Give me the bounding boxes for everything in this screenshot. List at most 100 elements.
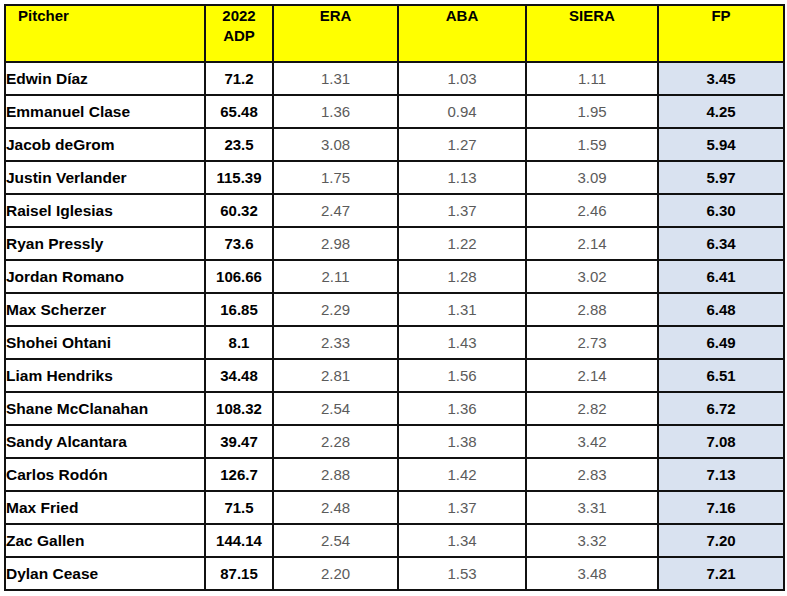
siera-cell: 3.09	[526, 161, 658, 194]
aba-cell: 0.94	[398, 95, 526, 128]
pitcher-name-cell: Shane McClanahan	[5, 392, 205, 425]
table-row: Max Scherzer 16.85 2.29 1.31 2.88 6.48	[5, 293, 784, 326]
pitcher-name-cell: Dylan Cease	[5, 557, 205, 590]
fp-cell: 6.48	[658, 293, 784, 326]
siera-cell: 2.83	[526, 458, 658, 491]
adp-cell: 39.47	[205, 425, 273, 458]
adp-cell: 108.32	[205, 392, 273, 425]
era-cell: 2.48	[273, 491, 398, 524]
era-cell: 2.11	[273, 260, 398, 293]
era-cell: 2.88	[273, 458, 398, 491]
fp-cell: 4.25	[658, 95, 784, 128]
fp-cell: 7.13	[658, 458, 784, 491]
pitcher-name-cell: Edwin Díaz	[5, 62, 205, 95]
era-cell: 1.36	[273, 95, 398, 128]
aba-cell: 1.34	[398, 524, 526, 557]
table-row: Ryan Pressly 73.6 2.98 1.22 2.14 6.34	[5, 227, 784, 260]
table-row: Edwin Díaz 71.2 1.31 1.03 1.11 3.45	[5, 62, 784, 95]
table-row: Jordan Romano 106.66 2.11 1.28 3.02 6.41	[5, 260, 784, 293]
adp-cell: 87.15	[205, 557, 273, 590]
siera-cell: 3.32	[526, 524, 658, 557]
siera-cell: 1.59	[526, 128, 658, 161]
column-header-era: ERA	[273, 5, 398, 62]
pitcher-name-cell: Max Scherzer	[5, 293, 205, 326]
era-cell: 2.29	[273, 293, 398, 326]
siera-cell: 1.11	[526, 62, 658, 95]
fp-cell: 3.45	[658, 62, 784, 95]
adp-cell: 65.48	[205, 95, 273, 128]
siera-cell: 3.02	[526, 260, 658, 293]
aba-cell: 1.22	[398, 227, 526, 260]
fp-cell: 7.16	[658, 491, 784, 524]
aba-cell: 1.37	[398, 491, 526, 524]
era-cell: 2.28	[273, 425, 398, 458]
table-header: Pitcher 2022 ADP ERA ABA SIERA FP	[5, 5, 784, 62]
aba-cell: 1.37	[398, 194, 526, 227]
era-cell: 2.81	[273, 359, 398, 392]
table-row: Carlos Rodón 126.7 2.88 1.42 2.83 7.13	[5, 458, 784, 491]
pitcher-name-cell: Ryan Pressly	[5, 227, 205, 260]
fp-cell: 7.08	[658, 425, 784, 458]
siera-cell: 3.48	[526, 557, 658, 590]
column-header-aba: ABA	[398, 5, 526, 62]
table-row: Raisel Iglesias 60.32 2.47 1.37 2.46 6.3…	[5, 194, 784, 227]
aba-cell: 1.56	[398, 359, 526, 392]
table-row: Liam Hendriks 34.48 2.81 1.56 2.14 6.51	[5, 359, 784, 392]
era-cell: 2.54	[273, 524, 398, 557]
era-cell: 2.33	[273, 326, 398, 359]
column-header-pitcher: Pitcher	[5, 5, 205, 62]
era-cell: 1.75	[273, 161, 398, 194]
fp-cell: 5.94	[658, 128, 784, 161]
adp-cell: 71.2	[205, 62, 273, 95]
pitcher-name-cell: Jacob deGrom	[5, 128, 205, 161]
era-cell: 2.54	[273, 392, 398, 425]
aba-cell: 1.31	[398, 293, 526, 326]
table-row: Max Fried 71.5 2.48 1.37 3.31 7.16	[5, 491, 784, 524]
fp-cell: 6.49	[658, 326, 784, 359]
adp-cell: 71.5	[205, 491, 273, 524]
aba-cell: 1.36	[398, 392, 526, 425]
table-row: Justin Verlander 115.39 1.75 1.13 3.09 5…	[5, 161, 784, 194]
table-body: Edwin Díaz 71.2 1.31 1.03 1.11 3.45 Emma…	[5, 62, 784, 590]
column-header-adp: 2022 ADP	[205, 5, 273, 62]
siera-cell: 2.14	[526, 227, 658, 260]
pitcher-name-cell: Liam Hendriks	[5, 359, 205, 392]
pitcher-name-cell: Zac Gallen	[5, 524, 205, 557]
table-row: Zac Gallen 144.14 2.54 1.34 3.32 7.20	[5, 524, 784, 557]
adp-cell: 144.14	[205, 524, 273, 557]
aba-cell: 1.43	[398, 326, 526, 359]
siera-cell: 1.95	[526, 95, 658, 128]
adp-cell: 8.1	[205, 326, 273, 359]
fp-cell: 7.21	[658, 557, 784, 590]
aba-cell: 1.27	[398, 128, 526, 161]
pitcher-name-cell: Emmanuel Clase	[5, 95, 205, 128]
aba-cell: 1.03	[398, 62, 526, 95]
header-row: Pitcher 2022 ADP ERA ABA SIERA FP	[5, 5, 784, 62]
fp-cell: 7.20	[658, 524, 784, 557]
aba-cell: 1.13	[398, 161, 526, 194]
table-row: Shohei Ohtani 8.1 2.33 1.43 2.73 6.49	[5, 326, 784, 359]
pitcher-name-cell: Raisel Iglesias	[5, 194, 205, 227]
adp-cell: 23.5	[205, 128, 273, 161]
pitcher-name-cell: Justin Verlander	[5, 161, 205, 194]
era-cell: 2.98	[273, 227, 398, 260]
table-row: Sandy Alcantara 39.47 2.28 1.38 3.42 7.0…	[5, 425, 784, 458]
fp-cell: 5.97	[658, 161, 784, 194]
siera-cell: 3.42	[526, 425, 658, 458]
fp-cell: 6.51	[658, 359, 784, 392]
adp-cell: 60.32	[205, 194, 273, 227]
adp-cell: 16.85	[205, 293, 273, 326]
aba-cell: 1.38	[398, 425, 526, 458]
era-cell: 3.08	[273, 128, 398, 161]
siera-cell: 2.88	[526, 293, 658, 326]
column-header-siera: SIERA	[526, 5, 658, 62]
table-row: Dylan Cease 87.15 2.20 1.53 3.48 7.21	[5, 557, 784, 590]
aba-cell: 1.28	[398, 260, 526, 293]
pitcher-stats-table: Pitcher 2022 ADP ERA ABA SIERA FP Edwin …	[4, 4, 785, 591]
adp-cell: 34.48	[205, 359, 273, 392]
pitcher-name-cell: Max Fried	[5, 491, 205, 524]
siera-cell: 2.14	[526, 359, 658, 392]
fp-cell: 6.72	[658, 392, 784, 425]
pitcher-name-cell: Shohei Ohtani	[5, 326, 205, 359]
adp-cell: 73.6	[205, 227, 273, 260]
